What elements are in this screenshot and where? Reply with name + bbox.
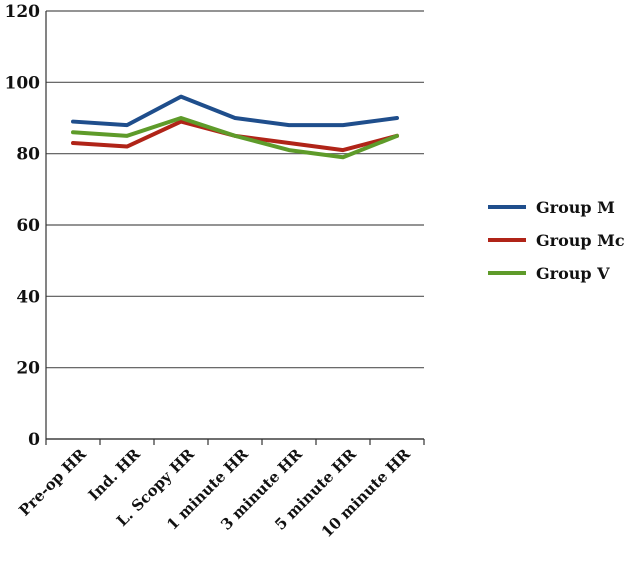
y-tick-label: 120	[5, 2, 41, 22]
y-tick-label: 0	[28, 430, 40, 450]
y-tick-label: 40	[16, 287, 40, 307]
y-tick-label: 20	[16, 359, 40, 379]
gridlines	[46, 10, 424, 440]
legend-label: Group M	[536, 198, 615, 217]
axes	[45, 11, 425, 445]
y-tick-label: 60	[16, 216, 40, 236]
legend-label: Group V	[536, 264, 610, 283]
series-line-group-m	[71, 94, 399, 128]
series-lines	[71, 94, 399, 160]
y-tick-label: 80	[16, 145, 40, 165]
legend-label: Group Mc	[536, 231, 625, 250]
x-tick-label: Pre-op HR	[15, 445, 90, 520]
legend: Group M Group Mc Group V	[488, 198, 625, 283]
y-axis-tick-labels: 0 20 40 60 80 100 120	[5, 2, 41, 450]
y-tick-label: 100	[5, 73, 41, 93]
